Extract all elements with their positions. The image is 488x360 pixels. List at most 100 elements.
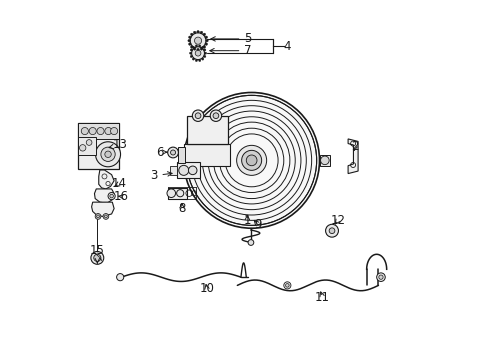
Text: 10: 10 bbox=[199, 283, 214, 296]
Text: 3: 3 bbox=[150, 169, 172, 182]
Polygon shape bbox=[91, 202, 114, 216]
Circle shape bbox=[195, 45, 197, 47]
Text: 12: 12 bbox=[330, 213, 345, 226]
Circle shape bbox=[103, 213, 108, 219]
Circle shape bbox=[198, 59, 201, 62]
Text: 11: 11 bbox=[314, 291, 329, 304]
Bar bbox=[170, 166, 177, 175]
Circle shape bbox=[116, 274, 123, 281]
Circle shape bbox=[104, 127, 112, 135]
Circle shape bbox=[95, 213, 101, 219]
Bar bbox=[183, 144, 230, 166]
Circle shape bbox=[190, 33, 193, 36]
Circle shape bbox=[81, 127, 88, 135]
Circle shape bbox=[170, 150, 175, 155]
Bar bbox=[78, 123, 119, 139]
Circle shape bbox=[190, 49, 192, 51]
Circle shape bbox=[200, 31, 203, 34]
Bar bbox=[178, 147, 184, 163]
Circle shape bbox=[200, 48, 203, 50]
Circle shape bbox=[210, 110, 221, 121]
Polygon shape bbox=[94, 189, 114, 203]
Circle shape bbox=[203, 55, 205, 58]
Circle shape bbox=[247, 240, 253, 246]
Circle shape bbox=[104, 151, 111, 157]
Circle shape bbox=[192, 110, 203, 121]
Circle shape bbox=[187, 40, 190, 42]
Bar bbox=[187, 116, 228, 144]
Circle shape bbox=[236, 145, 266, 175]
Text: 6: 6 bbox=[156, 146, 166, 159]
Circle shape bbox=[285, 284, 288, 287]
Circle shape bbox=[213, 113, 218, 118]
Circle shape bbox=[192, 58, 194, 60]
Bar bbox=[176, 162, 200, 178]
Circle shape bbox=[198, 45, 201, 47]
Text: 1: 1 bbox=[243, 214, 251, 227]
Circle shape bbox=[101, 147, 115, 161]
Circle shape bbox=[203, 49, 205, 51]
Circle shape bbox=[192, 46, 194, 48]
Circle shape bbox=[166, 189, 175, 198]
Circle shape bbox=[203, 46, 205, 48]
Circle shape bbox=[378, 275, 382, 279]
Text: 4: 4 bbox=[283, 40, 290, 53]
Bar bbox=[78, 137, 95, 155]
Circle shape bbox=[188, 166, 197, 175]
Circle shape bbox=[110, 194, 113, 198]
Circle shape bbox=[86, 140, 92, 145]
Text: 16: 16 bbox=[114, 190, 128, 203]
Circle shape bbox=[201, 46, 203, 48]
Circle shape bbox=[191, 47, 204, 60]
Circle shape bbox=[195, 59, 197, 62]
Circle shape bbox=[189, 52, 191, 54]
Circle shape bbox=[190, 33, 205, 49]
Circle shape bbox=[246, 155, 257, 166]
Bar bbox=[319, 155, 329, 166]
Circle shape bbox=[205, 40, 208, 42]
Circle shape bbox=[167, 147, 178, 158]
Text: 7: 7 bbox=[209, 44, 251, 57]
Circle shape bbox=[241, 150, 261, 170]
Circle shape bbox=[193, 31, 196, 34]
Circle shape bbox=[283, 282, 290, 289]
Circle shape bbox=[203, 33, 205, 36]
Circle shape bbox=[80, 145, 86, 151]
Circle shape bbox=[190, 55, 192, 58]
Circle shape bbox=[195, 113, 201, 118]
Circle shape bbox=[176, 190, 183, 197]
Text: 8: 8 bbox=[178, 202, 185, 215]
Circle shape bbox=[201, 58, 203, 60]
Text: 15: 15 bbox=[90, 244, 104, 263]
Circle shape bbox=[188, 43, 191, 45]
Polygon shape bbox=[99, 170, 114, 189]
Circle shape bbox=[89, 127, 96, 135]
Circle shape bbox=[190, 46, 193, 48]
Circle shape bbox=[204, 43, 207, 45]
Circle shape bbox=[376, 273, 385, 282]
Circle shape bbox=[108, 193, 115, 200]
Circle shape bbox=[95, 142, 121, 167]
Circle shape bbox=[196, 31, 199, 33]
Circle shape bbox=[188, 36, 191, 39]
Circle shape bbox=[110, 127, 118, 135]
Circle shape bbox=[104, 215, 107, 218]
Text: 13: 13 bbox=[109, 139, 127, 152]
Circle shape bbox=[325, 224, 338, 237]
Circle shape bbox=[320, 156, 328, 165]
Polygon shape bbox=[347, 139, 357, 174]
Circle shape bbox=[193, 48, 196, 50]
Text: 2: 2 bbox=[351, 140, 358, 153]
Circle shape bbox=[196, 48, 199, 51]
Bar bbox=[78, 123, 119, 169]
Circle shape bbox=[204, 52, 206, 54]
Circle shape bbox=[183, 93, 319, 228]
Text: 5: 5 bbox=[210, 32, 251, 45]
Circle shape bbox=[179, 165, 188, 175]
Circle shape bbox=[97, 215, 99, 218]
Circle shape bbox=[195, 50, 201, 56]
Circle shape bbox=[204, 36, 207, 39]
Text: 14: 14 bbox=[112, 177, 127, 190]
Circle shape bbox=[91, 251, 103, 264]
Circle shape bbox=[97, 127, 104, 135]
